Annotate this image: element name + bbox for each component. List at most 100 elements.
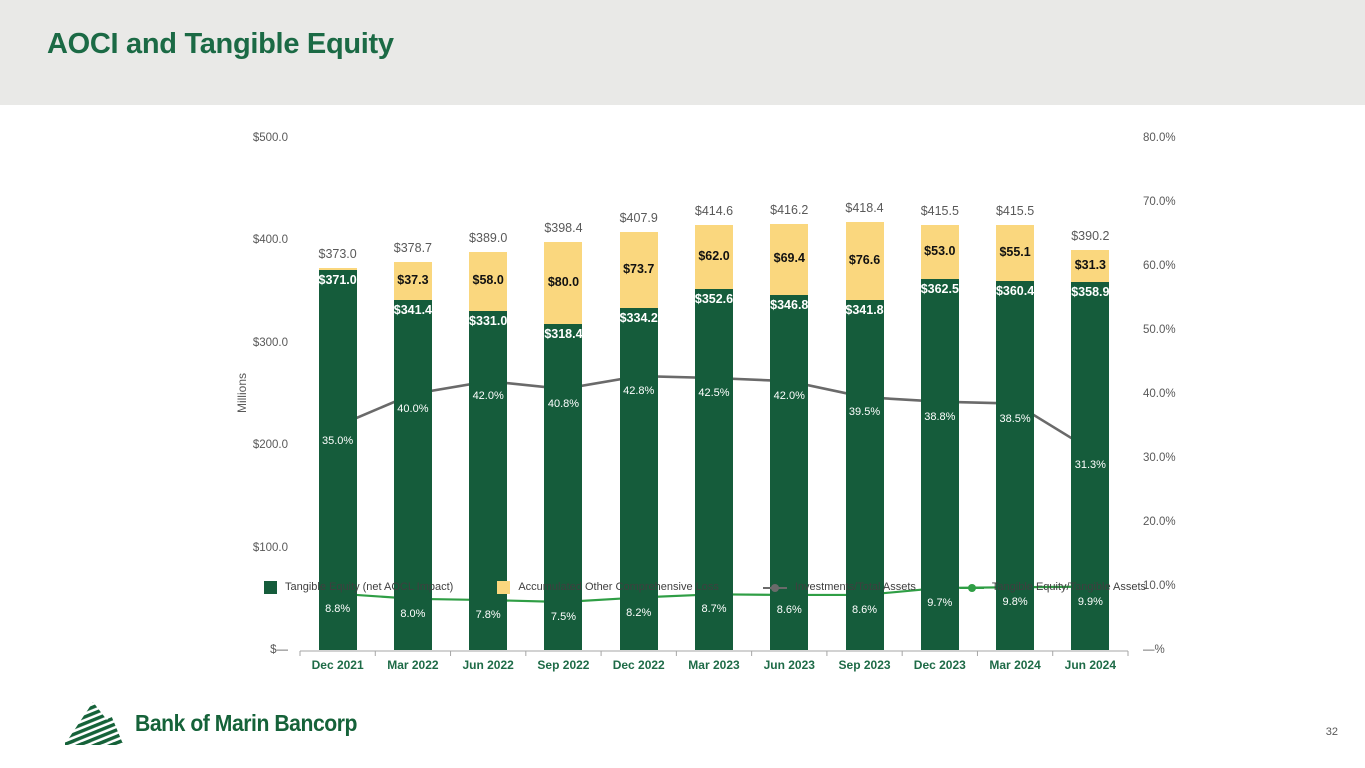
y-axis-left-tick-label: $100.0 [252,541,288,554]
y-axis-right-tick-label: 70.0% [1143,196,1176,208]
te-ta-value-label: 9.7% [927,596,953,609]
bar-total-label: $415.5 [995,203,1035,218]
y-axis-right-tick-label: —% [1143,644,1165,656]
x-axis-label: Dec 2021 [311,658,364,672]
bar-segment-tangible-equity [318,270,357,650]
y-axis-left-tick-label: $200.0 [252,439,288,452]
bar-total-label: $414.6 [694,204,734,219]
te-ta-value-label: 8.7% [701,603,727,616]
chart-legend: Tangible Equity (net AOCL Impact) Accumul… [255,578,1155,596]
te-ta-value-label: 8.6% [776,603,802,616]
investments-value-label: 40.0% [397,403,429,415]
bar-segment-tangible-equity [469,311,508,650]
bar-total-label: $415.5 [920,203,959,218]
x-axis-label: Mar 2024 [989,658,1041,672]
bar-segment-tangible-equity [695,288,733,650]
x-axis-label: Mar 2023 [688,658,740,672]
bar-segment-aocl [770,223,809,295]
investments-value-label: 38.8% [924,410,956,423]
y-axis-right-tick-label: 50.0% [1143,324,1176,336]
legend-item: Accumulated Other Comprehensive Loss [497,580,719,594]
bar-tangible-equity-value-label: $362.5 [920,281,959,296]
te-ta-value-label: 9.8% [1002,596,1028,609]
y-axis-right-tick-label: 10.0% [1143,580,1176,592]
bar-segment-aocl [469,251,508,312]
bar-segment-aocl [619,232,658,308]
y-axis-left-tick-label: $— [270,644,288,656]
bar-tangible-equity-value-label: $360.4 [995,283,1035,298]
bar-segment-aocl [318,268,357,271]
bar-segment-tangible-equity [996,280,1035,650]
bar-segment-aocl [695,225,733,289]
x-axis-label: Jun 2022 [462,658,514,672]
bar-segment-aocl [920,224,959,279]
logo-mountain-icon [65,702,123,745]
bar-segment-tangible-equity [393,300,432,650]
chart-area: $500.0 $400.0 $300.0 $200.0 $100.0 $— Millions… [0,105,1365,700]
bar-aocl-value-label: $69.4 [773,251,805,266]
bar-segment-tangible-equity [619,307,658,650]
y-axis-right-tick-label: 60.0% [1143,260,1176,272]
bar-total-label: $389.0 [469,230,508,245]
investments-value-label: 42.0% [472,390,504,403]
page-title: AOCI and Tangible Equity [47,28,394,60]
x-axis-label: Jun 2023 [763,658,815,672]
investments-value-label: 42.8% [623,385,655,398]
bar-segment-tangible-equity [770,294,809,650]
bar-tangible-equity-value-label: $334.2 [619,310,658,325]
bar-tangible-equity-value-label: $371.0 [318,273,357,288]
te-ta-value-label: 8.2% [626,606,652,619]
bar-segment-tangible-equity [1071,282,1110,650]
bar-segment-tangible-equity [920,278,959,650]
y-axis-right-tick-label: 30.0% [1143,452,1176,464]
legend-label: Tangible Equity/Tangible Assets [991,581,1147,593]
bar-aocl-value-label: $37.3 [397,273,429,288]
te-ta-value-label: 7.8% [475,609,501,622]
te-ta-value-label: 8.0% [400,607,426,620]
y-axis-left-tick-label: $300.0 [252,336,288,349]
company-logo: Bank of Marin Bancorp [63,698,376,748]
bar-aocl-value-label: $55.1 [999,244,1031,259]
x-axis-label: Dec 2022 [612,658,665,672]
legend-line-dot [770,583,779,592]
te-ta-value-label: 9.9% [1077,595,1103,608]
legend-line-swatch-icon [959,581,984,594]
investments-value-label: 31.3% [1074,458,1106,471]
bar-tangible-equity-value-label: $318.4 [544,326,583,341]
legend-label: Tangible Equity (net AOCL Impact) [284,581,454,593]
bar-segment-aocl [544,242,583,324]
te-ta-value-label: 8.6% [851,603,878,616]
bar-aocl-value-label: $53.0 [924,243,956,258]
bar-segment-tangible-equity [845,299,884,650]
te-ta-value-label: 8.8% [325,602,351,615]
bar-tangible-equity-value-label: $341.8 [845,302,884,317]
bar-tangible-equity-value-label: $341.4 [393,303,433,318]
y-axis-right-tick-label: 40.0% [1143,388,1176,400]
bar-total-label: $416.2 [770,202,809,217]
bar-total-label: $373.0 [318,247,357,262]
legend-label: Investments/Total Assets [794,581,916,593]
bar-segment-aocl [393,262,432,301]
bar-segment-aocl [1071,250,1110,283]
investments-value-label: 42.0% [773,390,805,403]
bar-aocl-value-label: $73.7 [623,262,655,277]
x-axis-label: Sep 2022 [537,658,590,672]
bar-segment-aocl [996,224,1035,281]
y-axis-left-title: Millions [235,373,249,414]
investments-value-label: 40.8% [547,397,580,410]
page-number: 32 [1325,726,1338,738]
investments-value-label: 39.5% [848,406,881,419]
bar-total-label: $398.4 [544,221,583,236]
investments-value-label: 35.0% [322,435,354,447]
bar-aocl-value-label: $62.0 [698,249,730,264]
bar-aocl-value-label: $31.3 [1074,258,1106,273]
legend-square-swatch-icon [497,580,511,594]
bar-total-label: $407.9 [619,211,658,226]
legend-square-swatch-icon [263,580,277,594]
slide-header: AOCI and Tangible Equity [0,0,1365,105]
y-axis-right-tick-label: 20.0% [1143,516,1176,528]
x-axis-label: Dec 2023 [913,658,966,672]
legend-item: Tangible Equity (net AOCL Impact) [263,580,454,594]
bar-tangible-equity-value-label: $358.9 [1071,285,1110,300]
